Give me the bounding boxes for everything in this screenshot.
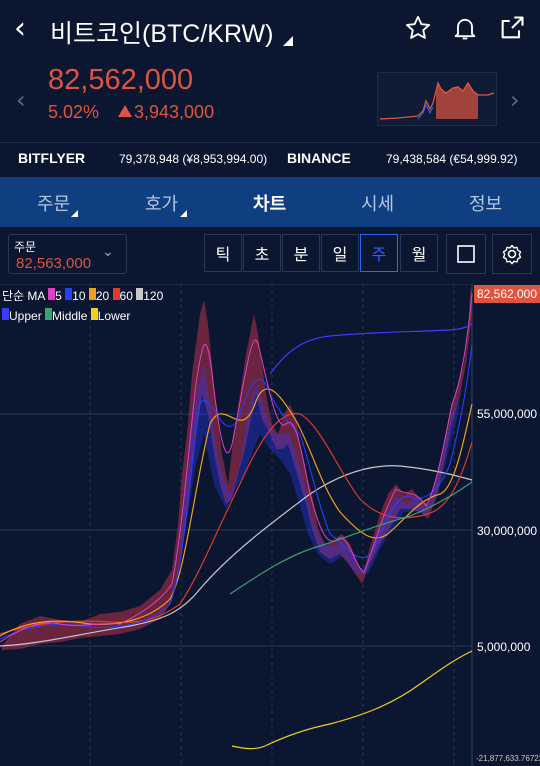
- upper-label: Upper: [9, 309, 42, 323]
- up-triangle-icon: [118, 105, 132, 117]
- middle-label: Middle: [52, 309, 88, 323]
- price-chart[interactable]: [0, 284, 540, 766]
- change-amount: 3,943,000: [134, 102, 215, 122]
- tab-order[interactable]: 주문: [37, 194, 71, 214]
- y-label-30m: 30,000,000: [477, 524, 538, 538]
- ma120-line: [0, 465, 473, 647]
- period-day[interactable]: 일: [321, 234, 359, 272]
- bb-lower-line: [231, 650, 473, 750]
- tab-order-caret-icon: [71, 210, 78, 217]
- ma10-label: 10: [72, 289, 86, 303]
- fullscreen-button[interactable]: [446, 234, 486, 274]
- tab-orderbook[interactable]: 호가: [145, 194, 179, 214]
- mini-price-chart[interactable]: [377, 72, 497, 126]
- ma10-swatch: [65, 288, 73, 300]
- period-week[interactable]: 주: [360, 234, 398, 272]
- ma-legend: 단순 MA 5 10 20 60 120: [2, 287, 163, 304]
- order-label: 주문: [14, 240, 37, 254]
- ma5-swatch: [48, 288, 56, 300]
- bb-upper-line: [269, 323, 473, 375]
- upper-swatch: [2, 308, 9, 320]
- ma10-line: [0, 343, 473, 640]
- bell-icon[interactable]: [451, 14, 479, 42]
- page-title[interactable]: 비트코인(BTC/KRW): [50, 20, 274, 48]
- y-label-bottom: -21,877,633.76722693: [476, 754, 540, 763]
- ma120-swatch: [136, 288, 144, 300]
- ma20-line: [0, 388, 473, 637]
- exchange-value-binance: 79,438,584 (€54,999.92): [386, 152, 518, 166]
- exchange-name-binance: BINANCE: [287, 150, 351, 166]
- chevron-down-icon[interactable]: ⌄: [102, 244, 114, 260]
- exchange-value-bitflyer: 79,378,948 (¥8,953,994.00): [119, 152, 268, 166]
- order-price-select[interactable]: [8, 234, 127, 274]
- star-icon[interactable]: [404, 14, 432, 42]
- current-price: 82,562,000: [48, 64, 194, 96]
- tab-chart[interactable]: 차트: [253, 194, 287, 214]
- period-tick[interactable]: 틱: [204, 234, 242, 272]
- ma5-line: [0, 293, 473, 643]
- ma20-label: 20: [95, 289, 110, 303]
- bb-middle-line: [229, 481, 473, 595]
- y-label-5m: 5,000,000: [477, 640, 531, 654]
- ma60-line: [0, 412, 473, 635]
- band-legend: Upper Middle Lower: [2, 308, 130, 323]
- ma60-swatch: [112, 288, 120, 300]
- y-label-55m: 55,000,000: [477, 407, 538, 421]
- gear-icon: [502, 244, 522, 265]
- lower-swatch: [90, 308, 98, 320]
- tab-bar: [0, 177, 540, 227]
- candle-mass: [2, 286, 472, 650]
- chevron-left-icon[interactable]: ‹: [14, 11, 26, 46]
- tab-orderbook-caret-icon: [180, 210, 187, 217]
- next-coin-icon[interactable]: ›: [510, 86, 520, 114]
- tab-market[interactable]: 시세: [361, 194, 395, 214]
- share-icon[interactable]: [498, 14, 526, 42]
- period-month[interactable]: 월: [400, 234, 438, 272]
- title-dropdown-caret-icon[interactable]: [283, 36, 293, 46]
- ma20-swatch: [88, 288, 96, 300]
- period-second[interactable]: 초: [243, 234, 281, 272]
- exchange-name-bitflyer: BITFLYER: [18, 150, 86, 166]
- middle-swatch: [45, 308, 53, 320]
- lower-label: Lower: [97, 309, 131, 323]
- change-percent: 5.02%: [48, 102, 100, 122]
- order-price-value: 82,563,000: [16, 255, 92, 272]
- settings-button[interactable]: [492, 234, 532, 274]
- ma5-label: 5: [55, 289, 62, 303]
- current-price-label: 82,562,000: [474, 285, 540, 303]
- square-icon: [457, 245, 475, 263]
- prev-coin-icon[interactable]: ‹: [16, 86, 26, 114]
- tab-info[interactable]: 정보: [469, 194, 503, 214]
- ma60-label: 60: [119, 289, 133, 303]
- exchange-price-bar: [0, 142, 540, 177]
- ma120-label: 120: [143, 289, 164, 303]
- ma-legend-prefix: 단순 MA: [2, 289, 45, 303]
- period-minute[interactable]: 분: [282, 234, 320, 272]
